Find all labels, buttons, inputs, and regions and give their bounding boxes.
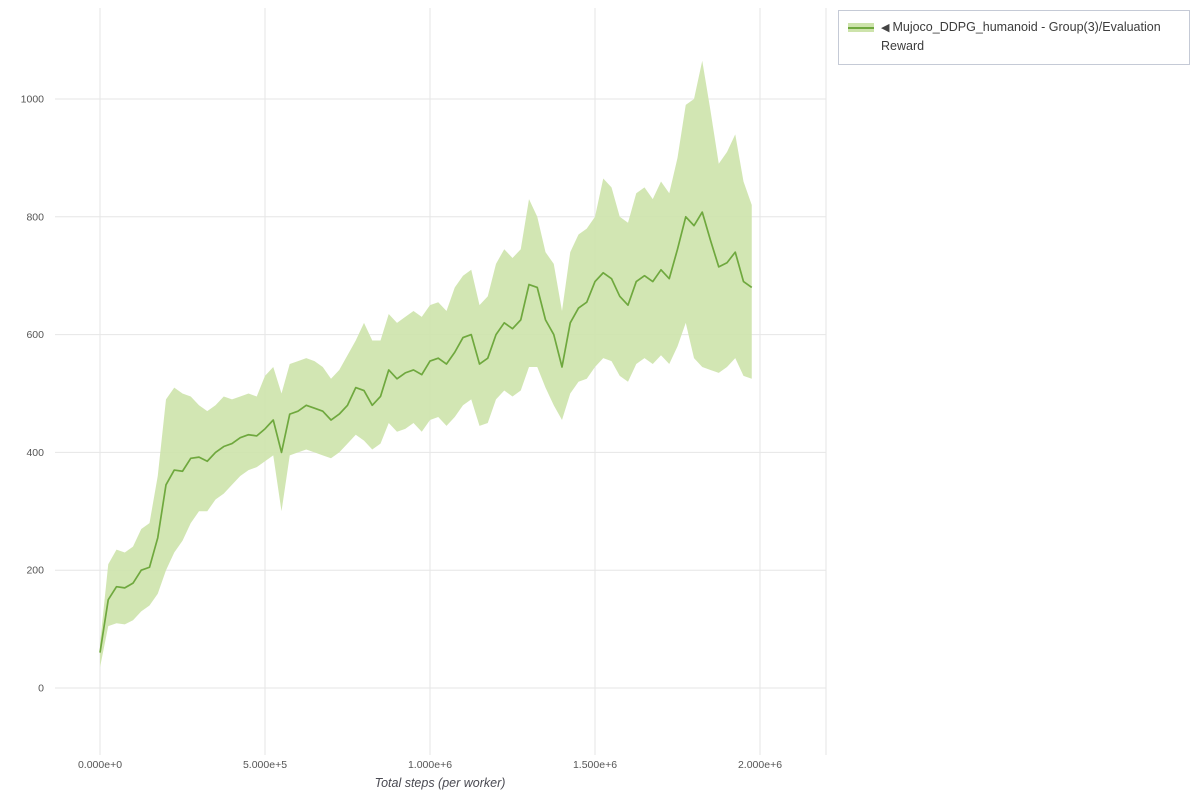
- x-tick-label: 1.000e+6: [408, 759, 452, 771]
- x-tick-label: 5.000e+5: [243, 759, 287, 771]
- legend-item[interactable]: ◀ Mujoco_DDPG_humanoid - Group(3)/Evaluat…: [838, 10, 1190, 65]
- y-tick-label: 1000: [21, 94, 45, 106]
- y-tick-label: 600: [26, 329, 44, 341]
- x-tick-label: 1.500e+6: [573, 759, 617, 771]
- mean-line: [99, 211, 753, 653]
- y-tick-label: 0: [38, 683, 44, 695]
- x-tick-label: 2.000e+6: [738, 759, 782, 771]
- legend-line-swatch: [848, 26, 874, 29]
- y-tick-label: 400: [26, 447, 44, 459]
- legend-collapse-icon[interactable]: ◀: [881, 22, 890, 34]
- legend-swatch: [848, 20, 874, 35]
- x-axis-label: Total steps (per worker): [374, 776, 506, 790]
- confidence-band: [100, 60, 752, 668]
- legend-label: Mujoco_DDPG_humanoid - Group(3)/Evaluati…: [881, 20, 1161, 54]
- x-tick-label: 0.000e+0: [78, 759, 122, 771]
- y-tick-label: 200: [26, 565, 44, 577]
- y-tick-label: 800: [26, 211, 44, 223]
- legend-text: ◀ Mujoco_DDPG_humanoid - Group(3)/Evaluat…: [881, 18, 1180, 57]
